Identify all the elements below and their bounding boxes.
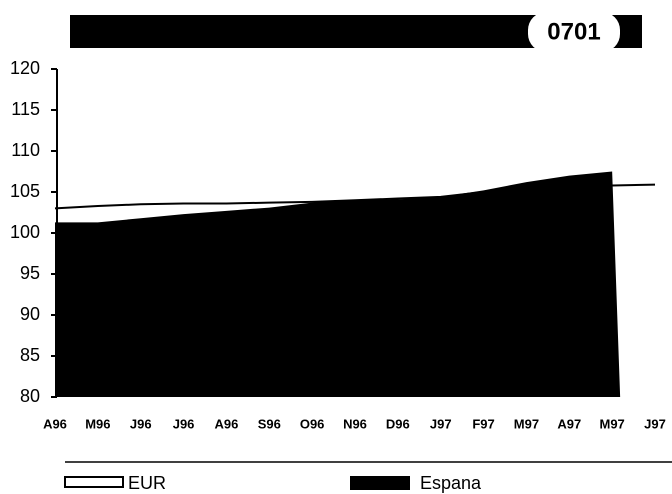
x-tick-label: J97 <box>430 416 452 431</box>
x-tick-label: S96 <box>258 416 281 431</box>
x-tick-label: J96 <box>130 416 152 431</box>
legend-swatch <box>64 476 124 488</box>
line <box>54 183 656 210</box>
x-tick-label: F97 <box>472 416 494 431</box>
chart-title: 0701 <box>547 18 600 45</box>
y-tick-label: 100 <box>10 222 40 242</box>
x-tick-label: M97 <box>599 416 624 431</box>
y-tick-label: 115 <box>11 99 40 119</box>
y-tick-label: 80 <box>20 386 40 406</box>
x-tick-label: A96 <box>214 416 238 431</box>
legend-label: EUR <box>128 473 166 493</box>
legend-label: Espana <box>420 473 482 493</box>
x-tick-label: J97 <box>644 416 666 431</box>
y-tick-label: 95 <box>20 263 40 283</box>
y-tick-label: 105 <box>10 181 40 201</box>
legend-swatch <box>350 476 410 490</box>
x-tick-label: J96 <box>173 416 195 431</box>
y-tick-label: 90 <box>20 304 40 324</box>
x-tick-label: N96 <box>343 416 367 431</box>
x-tick-label: M96 <box>85 416 110 431</box>
x-tick-label: M97 <box>514 416 539 431</box>
x-tick-label: A97 <box>557 416 581 431</box>
y-tick-label: 85 <box>20 345 40 365</box>
x-tick-label: A96 <box>43 416 67 431</box>
x-tick-label: D96 <box>386 416 410 431</box>
title-badge <box>528 12 620 52</box>
y-tick-label: 120 <box>10 58 40 78</box>
y-tick-label: 110 <box>11 140 40 160</box>
x-tick-label: O96 <box>300 416 325 431</box>
area <box>55 171 621 397</box>
